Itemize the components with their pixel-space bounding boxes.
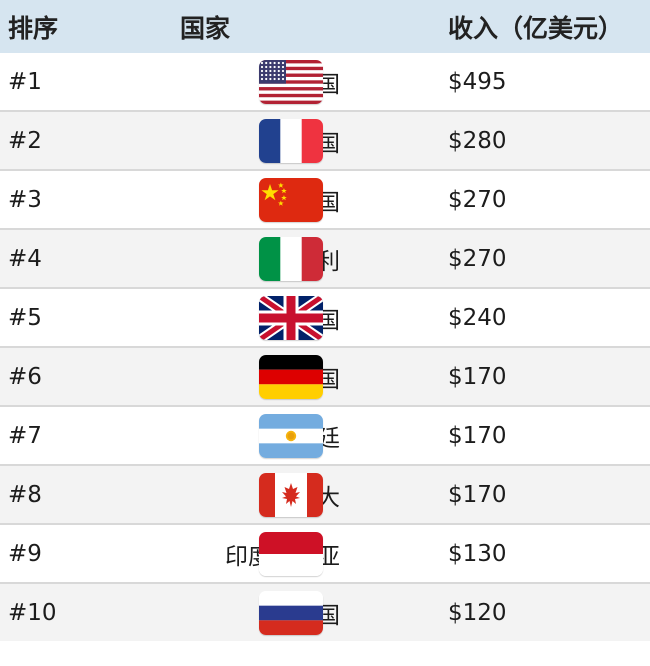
flag-argentina-icon (259, 413, 323, 458)
cell-rank: #5 (8, 304, 42, 331)
country-cell-inner: 意大利 (170, 230, 428, 287)
flag-indonesia-icon (259, 531, 323, 576)
table-row: #10 俄国 $120 (0, 583, 650, 641)
cell-revenue: $280 (448, 127, 507, 154)
cell-revenue: $495 (448, 68, 507, 95)
cell-rank: #10 (8, 599, 57, 626)
table-row: #3 中国 $270 (0, 170, 650, 229)
cell-revenue: $130 (448, 540, 507, 567)
cell-rank: #2 (8, 127, 42, 154)
column-header-revenue: 收入（亿美元） (428, 0, 650, 53)
flag-united-states-icon (259, 59, 323, 104)
table-body: #1 美国 $495 #2 法国 $280 #3 中国 $270 #4 意大利 $270 #5 英… (0, 53, 650, 641)
country-cell-inner: 加拿大 (170, 466, 428, 523)
country-cell-inner: 俄国 (170, 584, 428, 641)
country-cell-inner: 美国 (170, 53, 428, 110)
country-cell-inner: 阿根廷 (170, 407, 428, 464)
cell-rank: #1 (8, 68, 42, 95)
flag-france-icon (259, 118, 323, 163)
cell-rank: #6 (8, 363, 42, 390)
table-row: #2 法国 $280 (0, 111, 650, 170)
table-header-row: 排序 国家 收入（亿美元） (0, 0, 650, 53)
cell-country: 德国 (170, 347, 428, 406)
country-cell-inner: 德国 (170, 348, 428, 405)
cell-rank: #9 (8, 540, 42, 567)
cell-rank: #4 (8, 245, 42, 272)
cell-country: 意大利 (170, 229, 428, 288)
cell-country: 加拿大 (170, 465, 428, 524)
table-row: #4 意大利 $270 (0, 229, 650, 288)
cell-country: 俄国 (170, 583, 428, 641)
cell-country: 英国 (170, 288, 428, 347)
cell-revenue: $120 (448, 599, 507, 626)
flag-united-kingdom-icon (259, 295, 323, 340)
table-row: #9 印度尼西亚 $130 (0, 524, 650, 583)
cell-revenue: $270 (448, 245, 507, 272)
flag-canada-icon (259, 472, 323, 517)
cell-revenue: $170 (448, 422, 507, 449)
cell-country: 中国 (170, 170, 428, 229)
table-row: #5 英国 $240 (0, 288, 650, 347)
country-cell-inner: 印度尼西亚 (170, 525, 428, 582)
flag-russia-icon (259, 590, 323, 635)
flag-germany-icon (259, 354, 323, 399)
column-header-country: 国家 (170, 0, 428, 53)
cell-country: 法国 (170, 111, 428, 170)
country-cell-inner: 法国 (170, 112, 428, 169)
cell-rank: #3 (8, 186, 42, 213)
cell-revenue: $170 (448, 481, 507, 508)
table-row: #6 德国 $170 (0, 347, 650, 406)
table-row: #8 加拿大 $170 (0, 465, 650, 524)
table-header: 排序 国家 收入（亿美元） (0, 0, 650, 53)
country-cell-inner: 中国 (170, 171, 428, 228)
cell-rank: #8 (8, 481, 42, 508)
cell-country: 美国 (170, 53, 428, 111)
country-cell-inner: 英国 (170, 289, 428, 346)
cell-country: 阿根廷 (170, 406, 428, 465)
table-row: #1 美国 $495 (0, 53, 650, 111)
cell-country: 印度尼西亚 (170, 524, 428, 583)
cell-revenue: $170 (448, 363, 507, 390)
flag-china-icon (259, 177, 323, 222)
country-revenue-ranking-table: 排序 国家 收入（亿美元） #1 美国 $495 #2 法国 $280 #3 中国 $27… (0, 0, 650, 641)
cell-rank: #7 (8, 422, 42, 449)
flag-italy-icon (259, 236, 323, 281)
column-header-rank: 排序 (0, 0, 170, 53)
cell-revenue: $270 (448, 186, 507, 213)
table-row: #7 阿根廷 $170 (0, 406, 650, 465)
cell-revenue: $240 (448, 304, 507, 331)
